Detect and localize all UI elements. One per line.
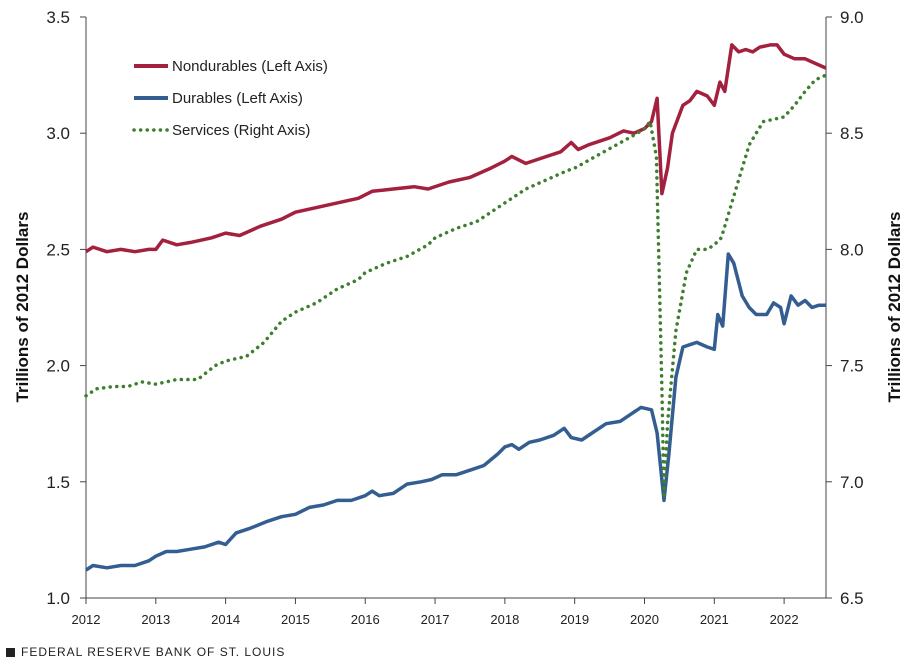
x-tick-label: 2017 (421, 612, 450, 627)
x-tick-label: 2021 (700, 612, 729, 627)
x-tick-label: 2016 (351, 612, 380, 627)
right-axis-title: Trillions of 2012 Dollars (885, 212, 904, 403)
right-tick-label: 8.5 (840, 124, 864, 143)
left-tick-label: 3.0 (46, 124, 70, 143)
x-tick-label: 2015 (281, 612, 310, 627)
x-tick-label: 2022 (770, 612, 799, 627)
x-tick-label: 2019 (560, 612, 589, 627)
x-tick-label: 2020 (630, 612, 659, 627)
left-tick-label: 1.0 (46, 589, 70, 608)
series-services-line (84, 73, 828, 500)
right-tick-label: 9.0 (840, 8, 864, 27)
right-tick-label: 7.0 (840, 473, 864, 492)
source-footer: FEDERAL RESERVE BANK OF ST. LOUIS (6, 645, 285, 659)
axes-layer: 1.0 1.5 2.0 2.5 3.0 3.5 6.5 7.0 7.5 8.0 8.5 9.0 2012… (46, 8, 863, 627)
legend-label-services: Services (Right Axis) (172, 122, 310, 139)
legend: Nondurables (Left Axis) Durables (Left A… (132, 58, 328, 139)
square-icon (6, 647, 15, 657)
x-tick-label: 2014 (211, 612, 240, 627)
left-axis-title: Trillions of 2012 Dollars (13, 212, 32, 403)
source-label: FEDERAL RESERVE BANK OF ST. LOUIS (21, 645, 286, 659)
right-tick-label: 6.5 (840, 589, 864, 608)
series-layer (84, 43, 828, 572)
x-tick-label: 2013 (141, 612, 170, 627)
left-tick-label: 3.5 (46, 8, 70, 27)
series-durables-line (85, 252, 826, 572)
right-tick-label: 7.5 (840, 357, 864, 376)
x-tick-label: 2012 (72, 612, 101, 627)
series-nondurables-line (85, 43, 827, 254)
left-tick-label: 2.0 (46, 357, 70, 376)
left-tick-label: 2.5 (46, 240, 70, 259)
x-tick-label: 2018 (490, 612, 519, 627)
legend-label-nondurables: Nondurables (Left Axis) (172, 58, 328, 75)
left-tick-label: 1.5 (46, 473, 70, 492)
right-tick-label: 8.0 (840, 240, 864, 259)
legend-label-durables: Durables (Left Axis) (172, 90, 303, 107)
